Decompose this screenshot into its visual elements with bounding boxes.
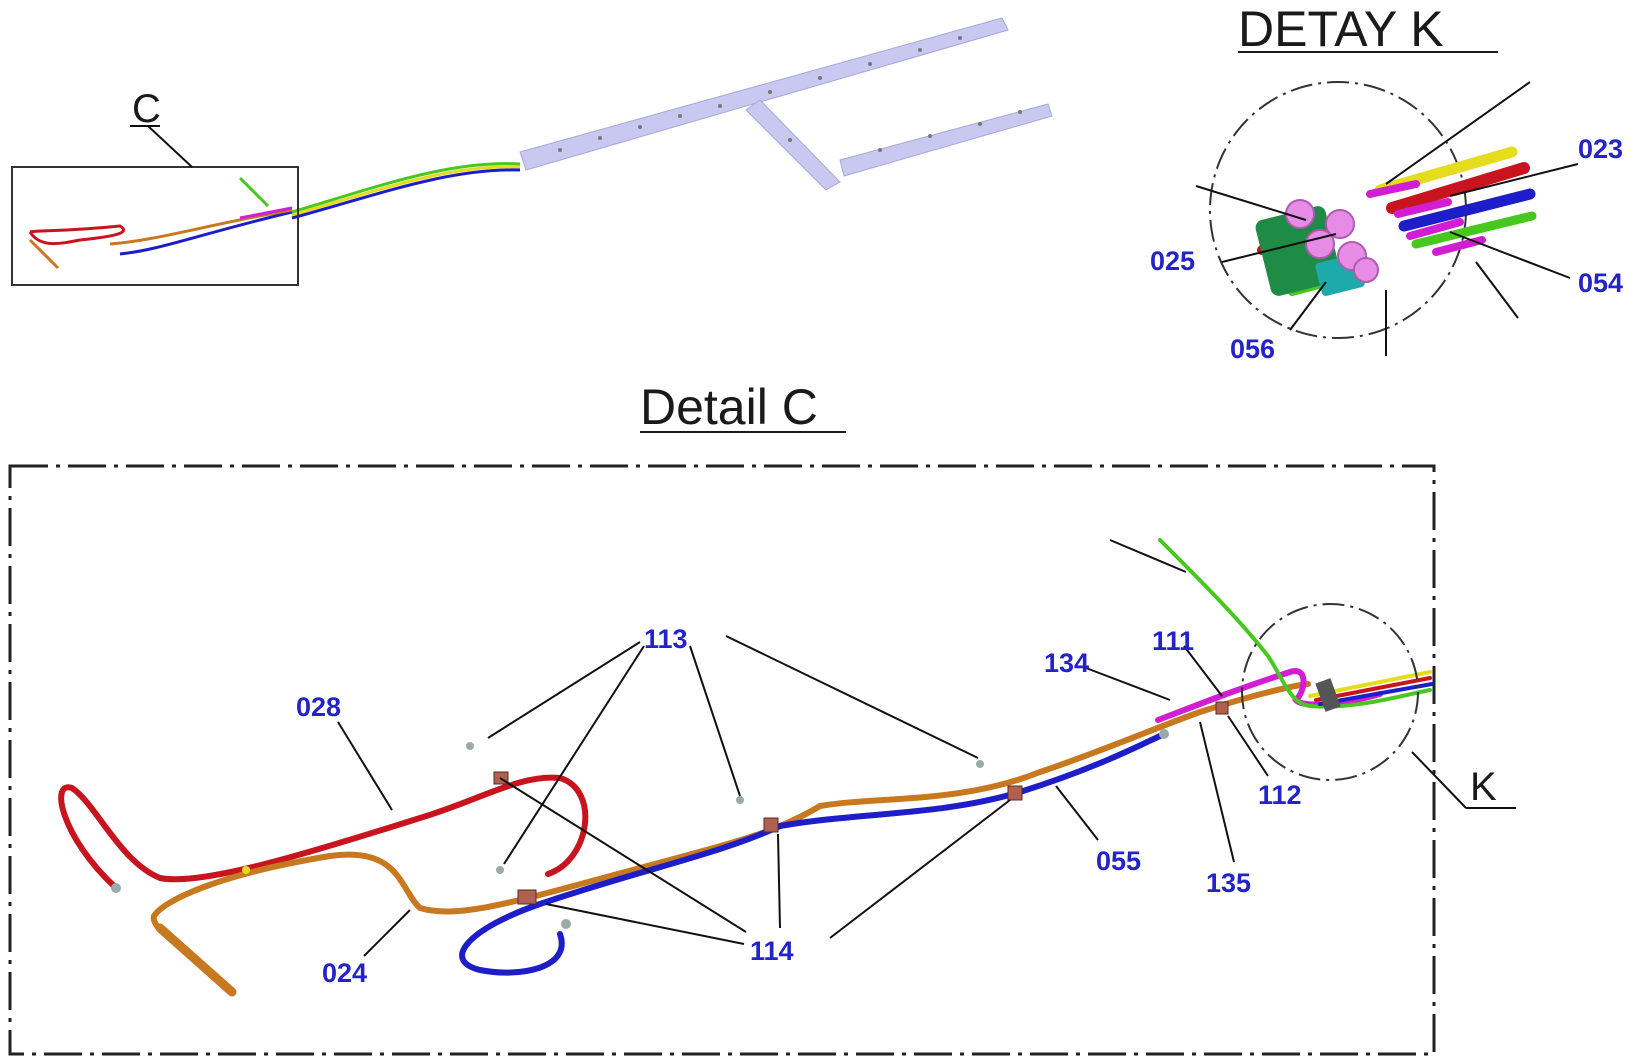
detail-k-title: DETAY K <box>1238 1 1444 57</box>
detail-c-view: Detail C <box>8 379 1516 1056</box>
detail-c-leaders <box>337 539 1269 957</box>
detail-k-connector-block <box>1255 199 1379 296</box>
callout-023: 023 <box>1578 134 1623 164</box>
callout-134: 134 <box>1044 648 1089 678</box>
detail-k-leaders <box>1195 81 1579 356</box>
detail-c-clamps <box>111 678 1341 929</box>
callout-055: 055 <box>1096 846 1141 876</box>
callout-111: 111 <box>1152 626 1194 656</box>
view-letter-c: C <box>132 87 161 131</box>
callout-028: 028 <box>296 692 341 722</box>
detail-k-marker <box>1241 603 1419 781</box>
callout-113: 113 <box>644 624 688 654</box>
callout-135: 135 <box>1206 868 1251 898</box>
overview-tube-bundle <box>28 162 521 270</box>
callout-114: 114 <box>750 936 794 966</box>
callout-024: 024 <box>322 958 367 988</box>
callout-054: 054 <box>1578 268 1623 298</box>
mounting-rail <box>519 17 1053 191</box>
overview-view: C <box>11 17 1053 286</box>
detail-c-tubes <box>58 538 1434 997</box>
detail-k-view: DETAY K <box>1150 1 1623 364</box>
detail-c-frame <box>8 464 1436 1056</box>
detail-c-frame-marker <box>11 166 299 286</box>
view-letter-k: K <box>1470 765 1497 809</box>
callout-025: 025 <box>1150 246 1195 276</box>
callout-056: 056 <box>1230 334 1275 364</box>
callout-112: 112 <box>1258 780 1302 810</box>
detail-c-title: Detail C <box>640 379 818 435</box>
